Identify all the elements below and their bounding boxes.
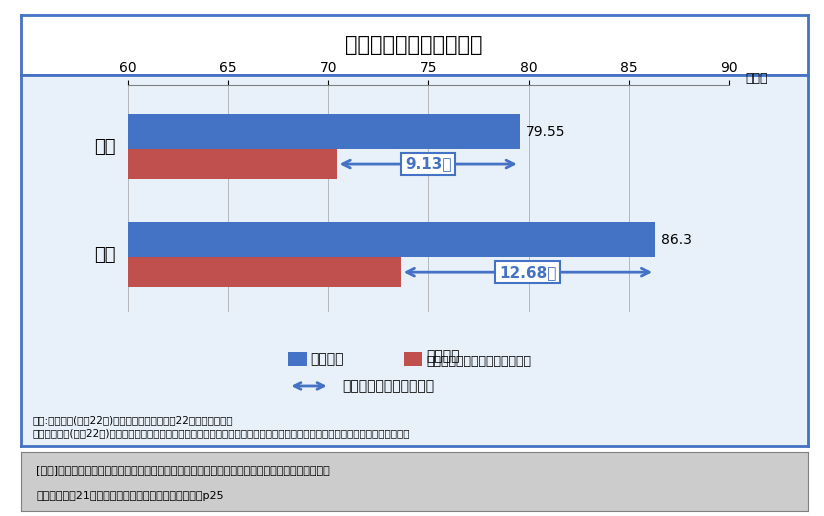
Text: 「健康日本21（第二次）の推進に関する参考資料」p25: 「健康日本21（第二次）の推進に関する参考資料」p25	[36, 491, 224, 501]
Text: （日常生活に制限のない期間）: （日常生活に制限のない期間）	[426, 355, 531, 368]
Bar	[128, 115, 520, 149]
Text: 資料:平均寿命(平成22年)は、厚生労働省「平成22年完全生命表」: 資料:平均寿命(平成22年)は、厚生労働省「平成22年完全生命表」	[33, 415, 233, 425]
Text: 健康寿命: 健康寿命	[426, 349, 460, 363]
Bar	[128, 257, 400, 287]
Bar	[128, 222, 655, 257]
Text: 9.13年: 9.13年	[405, 156, 452, 171]
Text: 73.62: 73.62	[347, 265, 391, 279]
Text: 健康寿命(平成22年)は、厚生労働科学研究費補助金「健康寿命における将来予測と生活習慣病対策の費用対効果に関する研究」: 健康寿命(平成22年)は、厚生労働科学研究費補助金「健康寿命における将来予測と生…	[33, 428, 410, 438]
Bar	[128, 149, 337, 179]
Text: [出典]厚生科学審議会地域保健健康増進栄養部会・次期国民健康づくり運動プラン策定専門委員会: [出典]厚生科学審議会地域保健健康増進栄養部会・次期国民健康づくり運動プラン策定…	[36, 465, 330, 475]
Text: 12.68年: 12.68年	[499, 265, 557, 280]
Text: 79.55: 79.55	[526, 125, 565, 139]
Text: 平均寿命と健康寿命の差: 平均寿命と健康寿命の差	[345, 35, 483, 55]
Text: 70.42: 70.42	[283, 157, 326, 171]
Text: 86.3: 86.3	[661, 233, 692, 247]
Text: 平均寿命: 平均寿命	[311, 352, 344, 366]
Text: 平均寿命と健康寿命の差: 平均寿命と健康寿命の差	[342, 379, 434, 393]
Text: （年）: （年）	[746, 72, 768, 85]
